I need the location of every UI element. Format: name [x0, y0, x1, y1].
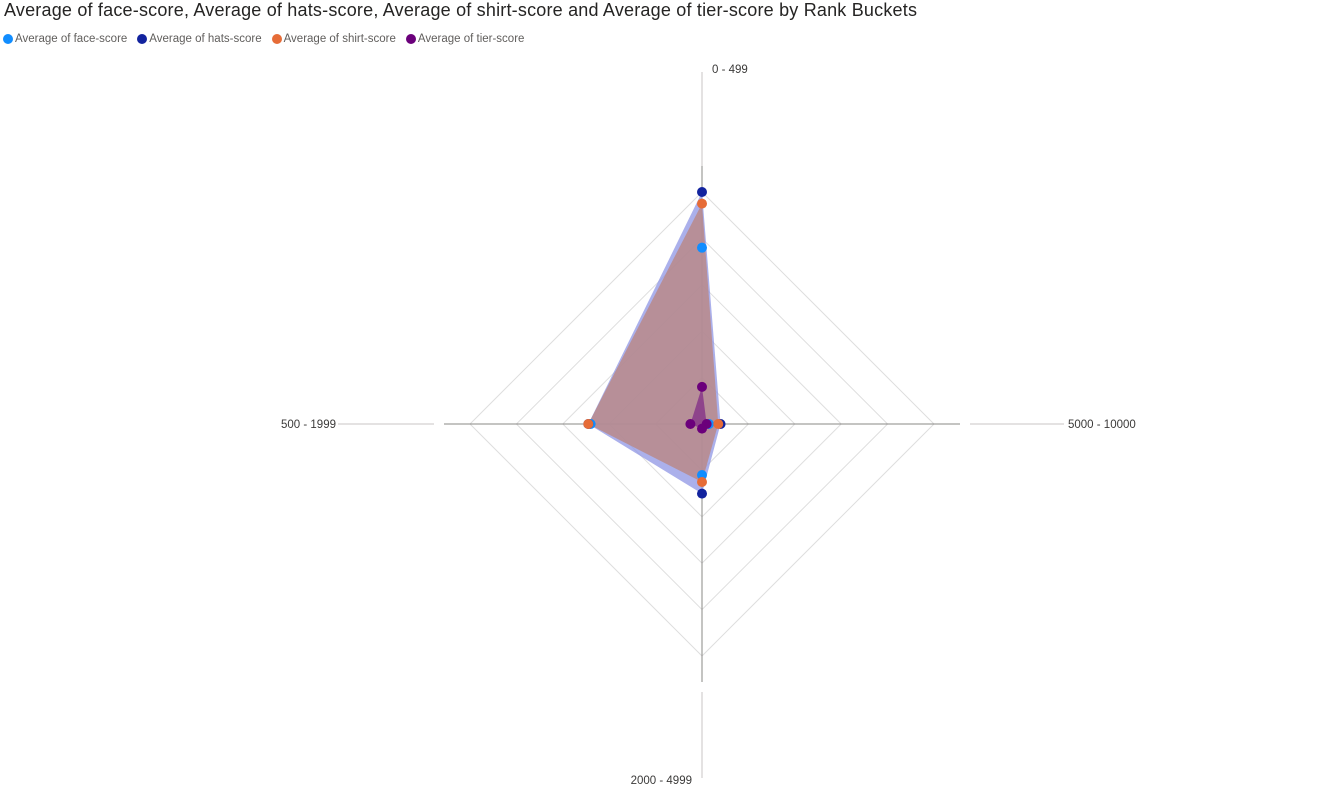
legend-label-tier-score: Average of tier-score	[417, 33, 525, 45]
data-point-tier-score	[697, 423, 707, 434]
data-point-shirt-score	[697, 477, 707, 487]
legend: Average of face-score Average of hats-sc…	[3, 33, 534, 45]
axis-label: 2000 - 4999	[631, 775, 692, 787]
series-area-tier-score	[690, 386, 707, 429]
legend-label-face-score: Average of face-score	[15, 33, 128, 45]
data-point-face-score	[697, 242, 707, 253]
chart-title: Average of face-score, Average of hats-s…	[4, 0, 918, 20]
data-point-shirt-score	[583, 419, 594, 429]
data-point-tier-score	[697, 381, 707, 392]
radar-series-points	[583, 187, 726, 499]
legend-marker-hats-score	[137, 34, 148, 44]
radar-axis-labels: 0 - 499 5000 - 10000 2000 - 4999 500 - 1999	[281, 64, 1136, 787]
legend-item-hats-score[interactable]: Average of hats-score	[137, 33, 262, 45]
legend-item-face-score[interactable]: Average of face-score	[3, 33, 127, 45]
data-point-face-score	[697, 470, 707, 481]
data-point-shirt-score	[713, 419, 724, 429]
series-area-shirt-score	[588, 203, 719, 482]
legend-marker-tier-score	[405, 34, 416, 44]
data-point-tier-score	[685, 419, 696, 429]
legend-item-shirt-score[interactable]: Average of shirt-score	[271, 33, 396, 45]
data-point-hats-score	[697, 488, 707, 499]
axis-label: 5000 - 10000	[1068, 419, 1136, 431]
legend-item-tier-score[interactable]: Average of tier-score	[405, 33, 525, 45]
data-point-shirt-score	[697, 198, 707, 209]
axis-label: 500 - 1999	[281, 419, 336, 431]
axis-label: 0 - 499	[712, 64, 748, 76]
legend-marker-shirt-score	[271, 34, 282, 44]
legend-label-shirt-score: Average of shirt-score	[283, 33, 396, 45]
legend-marker-face-score	[3, 34, 13, 44]
data-point-hats-score	[697, 187, 707, 197]
radar-series-areas	[588, 192, 721, 494]
legend-label-hats-score: Average of hats-score	[149, 33, 262, 45]
